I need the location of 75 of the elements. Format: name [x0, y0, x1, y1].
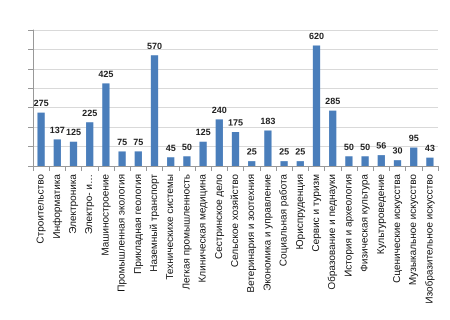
bar [37, 112, 45, 166]
bar [199, 142, 207, 166]
data-label: 125 [196, 127, 211, 138]
x-tick-label: Техническихе системы [165, 174, 176, 280]
data-label: 25 [279, 146, 290, 157]
bar [70, 142, 78, 166]
x-tick-label: Музыкальное искусство [408, 174, 420, 286]
data-label: 183 [260, 116, 276, 126]
data-label: 125 [66, 127, 82, 138]
bar [183, 156, 191, 166]
data-label: 45 [166, 142, 176, 153]
x-tick-label: Прикладная геология [132, 174, 144, 274]
x-tick-label: Изобразительное искусство [424, 174, 436, 304]
x-tick-label: Социальная работа [278, 174, 290, 266]
x-tick-label: Легкая промышленность [181, 174, 192, 290]
data-label: 285 [325, 96, 340, 106]
bar [167, 157, 174, 166]
x-tick-label: История и археология [343, 174, 354, 277]
x-tick-label: Клиническая медицина [198, 174, 209, 283]
bar [394, 160, 402, 166]
data-label: 75 [117, 136, 128, 147]
data-label: 175 [228, 118, 244, 128]
data-label: 25 [246, 146, 257, 157]
x-tick-label: Информатика [52, 174, 63, 239]
bar [361, 156, 369, 166]
data-label: 137 [50, 124, 65, 135]
x-tick-label: Электро- и… [84, 174, 96, 234]
data-label: 75 [133, 136, 144, 147]
bar [86, 122, 94, 166]
x-tick-label: Сестринское дело [214, 174, 225, 259]
data-label: 95 [408, 133, 419, 144]
bar [248, 161, 256, 166]
x-tick-label: Строительство [36, 174, 47, 244]
data-label: 225 [82, 108, 98, 118]
x-tick-label: Сервис и туризм [311, 174, 322, 252]
bar [54, 139, 61, 166]
x-tick-label: Ветеринария и зоотехния [246, 174, 258, 293]
data-label: 50 [344, 142, 354, 152]
x-tick-label: Образование и педнауки [327, 174, 338, 290]
bar [102, 83, 110, 166]
bar [118, 151, 126, 166]
x-tick-label: Юриспруденция [294, 174, 306, 250]
x-tick-label: Физическая культура [360, 174, 371, 272]
bar [280, 161, 288, 166]
data-label: 50 [360, 142, 370, 152]
data-label: 620 [308, 31, 324, 42]
x-tick-label: Машиностроение [100, 174, 112, 256]
x-tick-label: Сельское хозяйство [230, 174, 241, 268]
data-label: 30 [392, 146, 403, 156]
data-label: 275 [34, 98, 49, 108]
data-label: 240 [212, 104, 227, 115]
x-tick-label: Культуроведение [376, 174, 387, 254]
bar [150, 55, 158, 166]
bar [264, 130, 272, 166]
data-label: 56 [376, 140, 386, 151]
bar [378, 155, 385, 166]
data-label: 425 [98, 68, 114, 79]
x-tick-label: Экономика и управление [262, 174, 274, 291]
bar [232, 132, 240, 166]
data-label: 570 [146, 40, 162, 51]
bar [329, 110, 336, 166]
data-label: 50 [182, 142, 192, 152]
bar [426, 158, 434, 166]
x-tick-label: Электроника [68, 174, 79, 234]
data-label: 43 [424, 143, 435, 154]
bar [410, 148, 418, 166]
data-label: 25 [295, 146, 306, 157]
bar [296, 161, 304, 166]
x-tick-label: Промышленная экология [116, 174, 128, 292]
x-tick-label: Сценические искусства [392, 174, 403, 283]
bar [216, 119, 223, 166]
bar [134, 151, 142, 166]
bar [312, 46, 320, 166]
bar [345, 156, 353, 166]
x-tick-label: Наземный транспорт [149, 174, 160, 272]
